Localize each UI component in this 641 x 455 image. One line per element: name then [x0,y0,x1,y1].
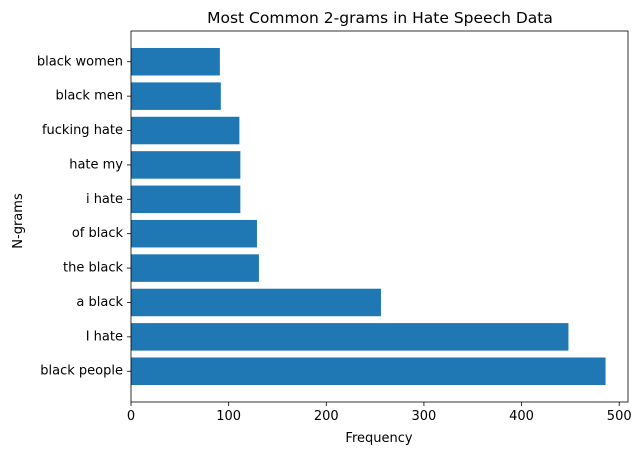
x-axis-title: Frequency [345,431,412,446]
x-tick-label: 100 [216,409,241,424]
y-tick-label: a black [76,295,123,310]
x-tick-label: 500 [607,409,632,424]
bar [131,48,220,76]
chart-title: Most Common 2-grams in Hate Speech Data [207,9,553,27]
y-tick-label: hate my [69,157,123,172]
x-tick-label: 200 [314,409,339,424]
x-tick-label: 300 [412,409,437,424]
y-tick-label: of black [72,226,124,241]
bars-group [131,48,606,385]
bar [131,254,259,282]
y-axis-title: N-grams [11,193,26,249]
x-tick-label: 0 [127,409,135,424]
bar [131,219,257,248]
y-tick-label: black people [40,364,123,379]
axes-frame [130,30,629,403]
bar [131,357,606,385]
y-tick-label: i hate [86,192,123,207]
y-tick-label: the black [63,261,123,276]
bar [131,116,240,145]
y-tick-label: I hate [86,329,123,344]
y-tick-label: black men [55,89,123,104]
x-tick-label: 400 [509,409,534,424]
axes-group: black people I hate a black the black of bla… [37,30,632,424]
bar [131,151,241,179]
y-tick-label: fucking hate [42,123,123,138]
y-tick-label: black women [37,54,123,69]
bar [131,288,381,317]
bar [131,323,569,351]
bar [131,185,241,214]
bar [131,82,221,110]
